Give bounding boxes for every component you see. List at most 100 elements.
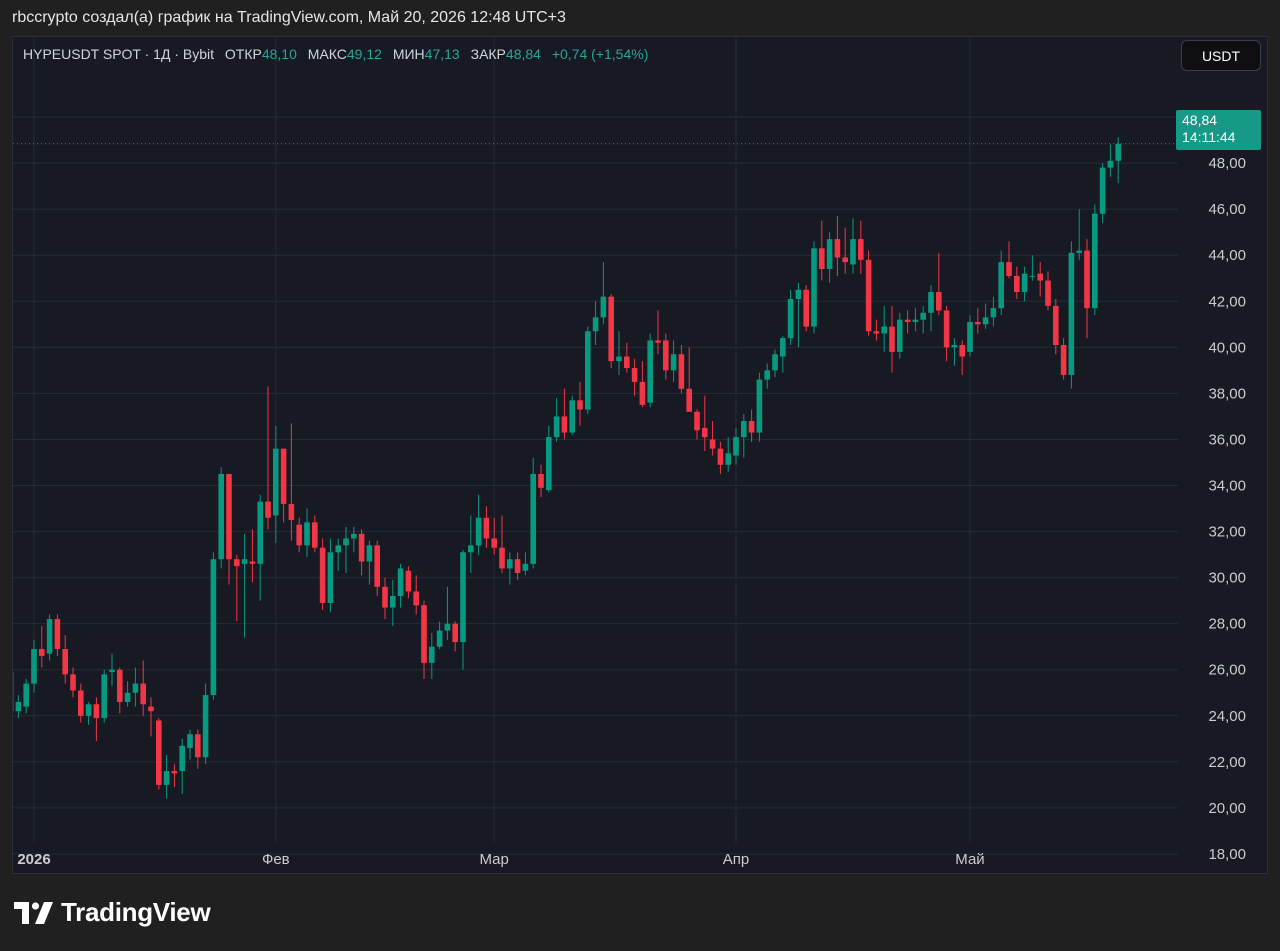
- candle: [70, 667, 76, 698]
- tradingview-logo-text: TradingView: [61, 897, 211, 927]
- symbol-name[interactable]: HYPEUSDT SPOT · 1Д · Bybit: [23, 46, 215, 62]
- candle-body: [741, 421, 747, 438]
- candle-body: [70, 674, 76, 691]
- y-tick-label: 36,00: [1208, 431, 1246, 448]
- candle-body: [366, 545, 373, 562]
- candle-body: [616, 356, 622, 362]
- candle: [725, 437, 731, 472]
- candle-body: [413, 591, 419, 606]
- candle: [756, 372, 763, 442]
- candle-body: [733, 437, 739, 456]
- candle: [366, 540, 373, 585]
- candlestick-chart[interactable]: 50,0048,0046,0044,0042,0040,0038,0036,00…: [13, 37, 1267, 873]
- candle: [54, 614, 61, 656]
- candle-body: [959, 345, 965, 357]
- candle: [748, 409, 755, 442]
- bar-countdown: 14:11:44: [1182, 129, 1236, 145]
- candle: [218, 467, 224, 569]
- candle-body: [865, 259, 872, 332]
- x-tick-label: 2026: [17, 851, 50, 868]
- low-label: МИН: [392, 46, 425, 62]
- candle-body: [694, 411, 700, 431]
- candle-body: [156, 720, 162, 785]
- y-tick-label: 44,00: [1208, 247, 1246, 264]
- candle: [842, 227, 848, 274]
- candle: [936, 252, 942, 316]
- candle: [15, 695, 22, 719]
- candle-body: [1053, 305, 1059, 346]
- candle: [62, 635, 68, 684]
- price-change: +0,74 (+1,54%): [551, 46, 649, 62]
- currency-button[interactable]: USDT: [1181, 40, 1261, 71]
- candle-body: [179, 745, 185, 772]
- candle-body: [647, 340, 653, 403]
- candle-body: [1037, 273, 1043, 281]
- candle: [904, 310, 911, 334]
- candle-body: [982, 317, 989, 325]
- y-tick-label: 48,00: [1208, 155, 1246, 172]
- candle: [1060, 338, 1067, 380]
- candle-body: [257, 501, 263, 564]
- candle: [312, 515, 318, 553]
- candle: [1006, 241, 1012, 279]
- y-tick-label: 40,00: [1208, 339, 1246, 356]
- candle: [413, 575, 419, 615]
- candle-body: [858, 239, 864, 260]
- candle-body: [936, 292, 942, 311]
- x-tick-label: Мар: [480, 851, 509, 868]
- candle-body: [592, 317, 599, 332]
- candle-body: [1021, 273, 1028, 293]
- candle: [811, 241, 817, 334]
- candle: [1099, 163, 1106, 223]
- candle-body: [421, 605, 427, 663]
- candle-body: [124, 692, 131, 702]
- candle-body: [15, 701, 22, 712]
- candle: [93, 697, 100, 742]
- candle: [608, 294, 614, 369]
- chart-panel[interactable]: 50,0048,0046,0044,0042,0040,0038,0036,00…: [12, 36, 1268, 874]
- symbol-legend: HYPEUSDT SPOT · 1Д · Bybit ОТКР48,10 МАК…: [23, 46, 648, 62]
- candle-body: [600, 296, 607, 318]
- candle-body: [819, 248, 825, 270]
- candle-body: [507, 559, 513, 569]
- candle: [226, 473, 232, 585]
- close-label: ЗАКР: [470, 46, 506, 62]
- candle: [943, 305, 950, 362]
- candle: [569, 395, 575, 435]
- candle-body: [1099, 167, 1106, 214]
- candle-body: [655, 340, 661, 343]
- candle: [273, 425, 279, 544]
- candle: [741, 414, 747, 458]
- y-tick-label: 22,00: [1208, 754, 1246, 771]
- candle: [670, 340, 677, 382]
- candle: [304, 508, 310, 557]
- candle: [468, 515, 474, 574]
- candle: [140, 660, 146, 716]
- x-tick-label: Фев: [262, 851, 290, 868]
- candle: [1084, 239, 1090, 339]
- last-price-label: 48,84 14:11:44: [1176, 110, 1261, 150]
- candle: [499, 515, 505, 574]
- candle-body: [358, 533, 365, 562]
- candle-body: [639, 381, 646, 405]
- candle: [538, 464, 544, 498]
- candle: [553, 397, 560, 442]
- candle-body: [538, 473, 544, 488]
- y-tick-label: 46,00: [1208, 201, 1246, 218]
- tradingview-logo[interactable]: TradingView: [14, 897, 211, 928]
- candle: [686, 347, 692, 412]
- candle: [546, 425, 552, 493]
- candle-body: [1045, 280, 1051, 306]
- candle-body: [904, 319, 911, 322]
- candle-body: [140, 683, 146, 705]
- candle: [1107, 144, 1114, 177]
- candle-body: [678, 354, 685, 389]
- candle: [920, 305, 926, 334]
- candle-body: [436, 630, 443, 647]
- candle: [951, 338, 958, 366]
- chart-caption: rbccrypto создал(а) график на TradingVie…: [12, 9, 566, 26]
- candle-body: [202, 695, 209, 758]
- candle-body: [241, 559, 248, 564]
- candle: [483, 506, 490, 548]
- candle-body: [1107, 160, 1114, 168]
